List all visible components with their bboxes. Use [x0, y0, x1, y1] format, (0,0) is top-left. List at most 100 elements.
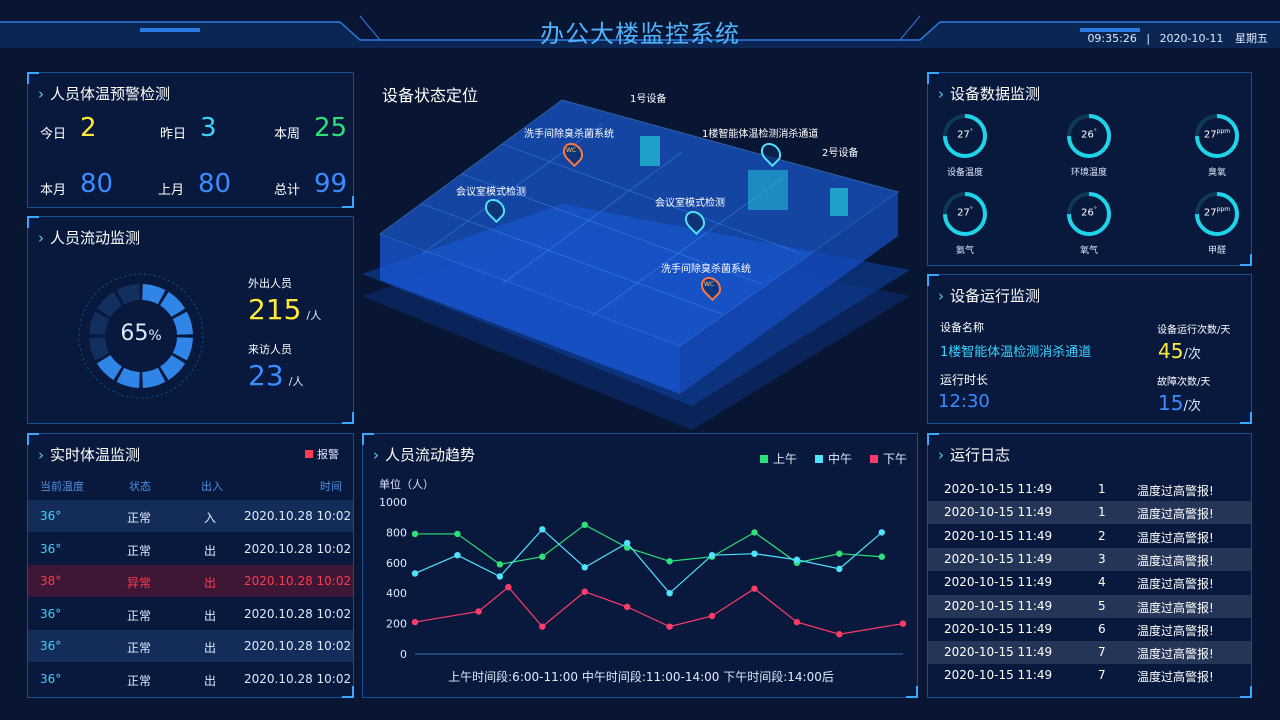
data-point[interactable] [581, 521, 588, 528]
data-point[interactable] [539, 553, 546, 560]
data-point[interactable] [539, 526, 546, 533]
state-cell: 正常 [127, 608, 152, 623]
data-point[interactable] [751, 585, 758, 592]
data-point[interactable] [475, 608, 482, 615]
data-point[interactable] [454, 552, 461, 559]
data-point[interactable] [836, 631, 843, 638]
data-point[interactable] [899, 620, 907, 627]
ring-segment [89, 337, 110, 361]
data-point[interactable] [666, 623, 673, 630]
dir-cell: 出 [204, 576, 217, 590]
log-row[interactable]: 2020-10-15 11:49 4 温度过高警报! [928, 571, 1251, 594]
data-point[interactable] [623, 539, 631, 547]
stat-label: 总计 [274, 183, 301, 198]
data-point[interactable] [836, 550, 843, 557]
legend-item[interactable]: 上午 [759, 452, 797, 466]
log-message: 温度过高警报! [1137, 553, 1214, 568]
table-header: 当前温度 状态 出入 时间 [40, 480, 342, 493]
data-point[interactable] [411, 530, 419, 538]
log-row[interactable]: 2020-10-15 11:49 7 温度过高警报! [928, 664, 1251, 687]
map-label: 会议室模式检测 [456, 187, 526, 198]
data-point[interactable] [793, 618, 801, 626]
stat-label: 本月 [40, 183, 67, 198]
log-time: 2020-10-15 11:49 [944, 598, 1053, 613]
data-point[interactable] [878, 529, 885, 536]
data-point[interactable] [793, 556, 801, 563]
gauge-label: 氧气 [1079, 246, 1098, 256]
data-point[interactable] [496, 573, 504, 580]
chevron-right-icon: › [938, 85, 944, 103]
out-label: 外出人员 [248, 277, 292, 290]
data-point[interactable] [751, 550, 758, 557]
chevron-right-icon: › [38, 85, 44, 103]
datetime: 09:35:26 | 2020-10-11 星期五 [1087, 30, 1268, 46]
fault-count-label: 故障次数/天 [1157, 377, 1211, 388]
data-point[interactable] [581, 564, 588, 571]
run-count-value: 45/次 [1158, 339, 1201, 363]
data-point[interactable] [878, 553, 885, 560]
stat-value: 25 [314, 113, 348, 143]
stat-1: 昨日 3 [160, 113, 240, 149]
table-row[interactable]: 36° 正常 出 2020.10.28 10:02 [28, 533, 353, 565]
data-point[interactable] [539, 623, 546, 630]
log-row[interactable]: 2020-10-15 11:49 7 温度过高警报! [928, 641, 1251, 665]
stat-label: 昨日 [160, 127, 187, 142]
stat-2: 本周 25 [274, 113, 354, 149]
data-point[interactable] [411, 618, 419, 626]
table-row[interactable]: 36° 正常 出 2020.10.28 10:02 [28, 598, 353, 630]
log-row[interactable]: 2020-10-15 11:49 6 温度过高警报! [928, 618, 1251, 641]
table-row[interactable]: 36° 正常 出 2020.10.28 10:02 [28, 630, 353, 662]
data-point[interactable] [666, 590, 673, 597]
table-row[interactable]: 38° 异常 出 2020.10.28 10:02 [28, 565, 353, 597]
device-2-icon[interactable] [830, 188, 848, 216]
header-frame [0, 15, 1280, 48]
gauge-value: 27ppm [1203, 206, 1231, 219]
panel-realtime-temp: › 实时体温监测 报警 当前温度 状态 出入 时间 36° 正常 入 2020.10.2… [27, 433, 354, 698]
page-title: 办公大楼监控系统 [540, 20, 740, 48]
data-point[interactable] [505, 583, 512, 591]
data-point[interactable] [708, 552, 716, 559]
dir-cell: 出 [204, 543, 217, 558]
data-point[interactable] [411, 570, 419, 577]
table-row[interactable]: 36° 正常 出 2020.10.28 10:02 [28, 663, 353, 695]
legend-item[interactable]: 下午 [869, 452, 907, 466]
data-point[interactable] [836, 565, 843, 573]
data-point[interactable] [496, 561, 504, 568]
gauge-label: 臭氧 [1207, 168, 1226, 178]
data-point[interactable] [751, 529, 758, 536]
log-row[interactable]: 2020-10-15 11:49 2 温度过高警报! [928, 525, 1251, 548]
log-time: 2020-10-15 11:49 [944, 621, 1053, 636]
stat-value: 99 [314, 169, 348, 199]
legend-swatch [759, 455, 768, 463]
gauge-value: 27° [957, 206, 973, 219]
panel-device-run: › 设备运行监测 设备名称 1楼智能体温检测消杀通道 运行时长 12:30 设备运… [927, 274, 1252, 424]
log-message: 温度过高警报! [1137, 530, 1214, 545]
chevron-right-icon: › [38, 229, 44, 247]
panel-title: › 实时体温监测 [38, 446, 141, 464]
ring-outer-ticks [78, 273, 204, 399]
log-message: 温度过高警报! [1137, 577, 1214, 592]
log-count: 5 [1098, 598, 1106, 613]
y-tick-label: 800 [386, 526, 407, 539]
gate-icon[interactable] [748, 170, 788, 210]
data-point[interactable] [666, 558, 673, 565]
data-point[interactable] [623, 544, 631, 551]
ring-segment [96, 291, 122, 317]
log-row[interactable]: 2020-10-15 11:49 1 温度过高警报! [928, 501, 1251, 525]
data-point[interactable] [623, 603, 631, 611]
log-time: 2020-10-15 11:49 [944, 505, 1053, 520]
data-point[interactable] [454, 530, 461, 538]
data-point[interactable] [708, 612, 716, 620]
log-row[interactable]: 2020-10-15 11:49 1 温度过高警报! [928, 478, 1251, 501]
table-row[interactable]: 36° 正常 入 2020.10.28 10:02 [28, 500, 353, 532]
chevron-right-icon: › [38, 446, 44, 464]
device-1-icon[interactable] [640, 136, 660, 166]
legend-item[interactable]: 中午 [814, 452, 852, 466]
log-time: 2020-10-15 11:49 [944, 645, 1053, 660]
sensor-gauge [943, 114, 987, 158]
stat-5: 总计 99 [274, 169, 354, 205]
log-row[interactable]: 2020-10-15 11:49 3 温度过高警报! [928, 547, 1251, 571]
log-row[interactable]: 2020-10-15 11:49 5 温度过高警报! [928, 594, 1251, 618]
data-point[interactable] [581, 588, 588, 595]
sensor-gauge [1067, 192, 1111, 236]
